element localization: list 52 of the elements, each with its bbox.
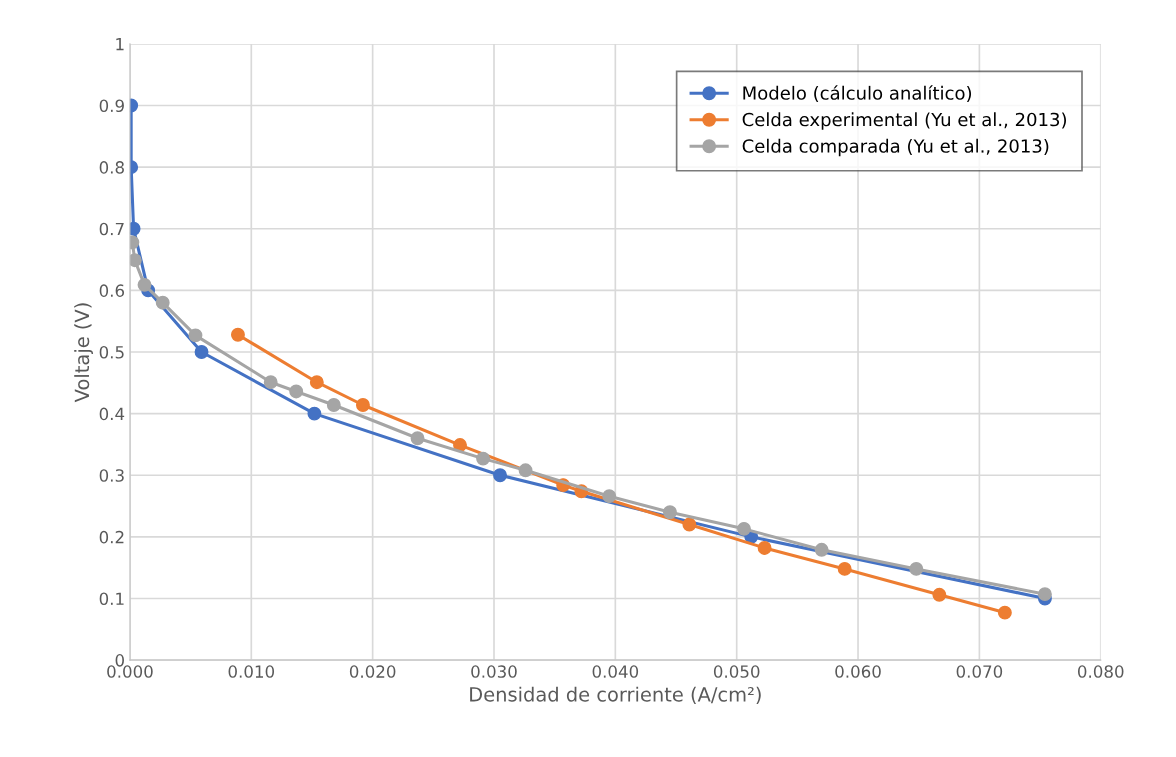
point bbox=[997, 605, 1012, 620]
y-tick-label: 0.6 bbox=[99, 284, 125, 297]
y-tick-label: 0.9 bbox=[99, 99, 124, 113]
x-tick-label: 0.000 bbox=[107, 665, 153, 678]
y-tick-label: 1 bbox=[116, 38, 124, 51]
point bbox=[194, 345, 209, 359]
point bbox=[188, 328, 203, 343]
point bbox=[231, 327, 245, 342]
point bbox=[682, 517, 697, 532]
y-tick-label: 0.4 bbox=[99, 407, 125, 421]
point bbox=[355, 398, 370, 412]
point bbox=[410, 431, 425, 446]
point bbox=[1037, 587, 1052, 602]
point bbox=[155, 295, 170, 310]
y-tick-label: 0.5 bbox=[99, 345, 124, 359]
point bbox=[309, 375, 324, 390]
point bbox=[757, 541, 772, 555]
y-axis-title: Voltaje (V) bbox=[74, 303, 94, 403]
point bbox=[263, 375, 278, 390]
x-axis-title: Densidad de corriente (A/cm²) bbox=[470, 686, 761, 704]
x-tick-label: 0.020 bbox=[349, 665, 396, 678]
point bbox=[137, 277, 152, 292]
legend-label: Modelo (cálculo analítico) bbox=[743, 85, 972, 102]
point bbox=[814, 542, 829, 557]
point bbox=[326, 398, 341, 412]
point bbox=[493, 468, 508, 483]
legend-label: Celda experimental (Yu et al., 2013) bbox=[742, 112, 1066, 130]
point bbox=[289, 384, 304, 399]
y-tick-label: 0.8 bbox=[99, 161, 124, 174]
x-tick-label: 0.060 bbox=[835, 665, 881, 678]
point bbox=[518, 463, 533, 478]
x-tick-label: 0.070 bbox=[956, 665, 1003, 678]
point bbox=[909, 561, 924, 576]
point bbox=[476, 451, 491, 466]
x-tick-label: 0.080 bbox=[1077, 665, 1124, 678]
point bbox=[129, 253, 142, 268]
y-tick-label: 0.1 bbox=[99, 592, 124, 606]
point bbox=[737, 521, 751, 536]
point bbox=[307, 406, 322, 421]
y-tick-label: 0.7 bbox=[99, 222, 124, 236]
point bbox=[602, 489, 617, 504]
point bbox=[932, 587, 947, 602]
point bbox=[663, 505, 677, 520]
point bbox=[837, 561, 852, 576]
x-tick-label: 0.030 bbox=[471, 665, 517, 678]
x-tick-label: 0.050 bbox=[713, 665, 760, 678]
legend-label: Celda comparada (Yu et al., 2013) bbox=[742, 138, 1049, 157]
y-tick-label: 0 bbox=[115, 654, 124, 667]
x-tick-label: 0.010 bbox=[228, 665, 275, 678]
x-tick-label: 0.040 bbox=[592, 665, 639, 678]
y-tick-label: 0.2 bbox=[99, 530, 124, 544]
y-tick-label: 0.3 bbox=[99, 469, 124, 482]
